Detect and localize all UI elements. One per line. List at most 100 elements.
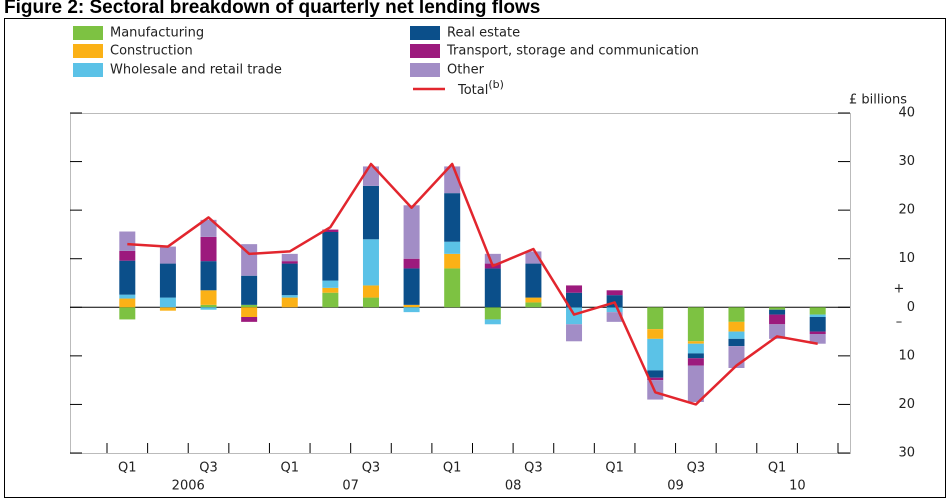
bar-segment	[647, 307, 664, 330]
legend-swatch	[410, 44, 440, 58]
legend-swatch	[73, 26, 103, 40]
legend-label: Transport, storage and communication	[446, 44, 699, 59]
bar-segment	[444, 241, 461, 254]
bar-segment	[281, 297, 298, 308]
total-line	[127, 162, 818, 406]
bar-segment	[728, 331, 745, 339]
bar-segment	[728, 338, 745, 347]
x-tick-label: Q3	[199, 461, 218, 476]
bar-segment	[728, 321, 745, 332]
chart-title: Figure 2: Sectoral breakdown of quarterl…	[4, 0, 540, 18]
bar-segment	[119, 260, 136, 295]
bar-segment	[200, 219, 217, 237]
bar-segment	[159, 263, 176, 298]
y-tick-label: 30	[898, 446, 915, 461]
legend-label: Wholesale and retail trade	[110, 63, 282, 78]
bar-segment	[484, 307, 501, 320]
bar-segment	[444, 193, 461, 242]
year-label: 07	[342, 479, 359, 494]
bar-segment	[484, 319, 501, 325]
bar-segment	[241, 307, 258, 317]
x-tick-label: Q1	[443, 461, 462, 476]
bar-segment	[322, 232, 339, 281]
bar-segment	[444, 268, 461, 308]
y-tick-label: 10	[898, 348, 915, 363]
bar-segment	[647, 329, 664, 339]
bar-segment	[241, 275, 258, 305]
bar-segment	[687, 343, 704, 354]
bar-segment	[809, 331, 826, 334]
bar-segment	[647, 377, 664, 381]
legend-total-name: Total	[457, 83, 488, 98]
bar-segment	[241, 304, 258, 308]
bar-segment	[159, 297, 176, 308]
legend-label: Manufacturing	[110, 26, 204, 41]
bar-segment	[566, 292, 583, 308]
bar-segment	[119, 294, 136, 299]
x-tick-label: Q3	[362, 461, 381, 476]
bar-segment	[200, 307, 217, 310]
bar-segment	[362, 285, 379, 298]
bar-segment	[119, 250, 136, 261]
bar-segment	[362, 185, 379, 240]
x-tick-label: Q1	[118, 461, 137, 476]
x-tick-label: Q3	[524, 461, 543, 476]
legend-label: Real estate	[447, 26, 520, 41]
bar-segment	[809, 334, 826, 344]
legend-label: Total(b)	[457, 78, 504, 98]
bar-segment	[728, 307, 745, 322]
bar-segment	[769, 309, 786, 315]
x-tick-label: Q3	[687, 461, 706, 476]
bar-segment	[606, 290, 623, 296]
plot-area	[70, 113, 851, 454]
y-tick-label: 0	[907, 300, 915, 315]
year-label: 10	[789, 479, 806, 494]
bar-segment	[403, 304, 420, 308]
bar-segment	[159, 307, 176, 311]
bar-segment	[484, 268, 501, 308]
legend-label: Construction	[110, 44, 193, 59]
bar-segment	[200, 261, 217, 291]
year-label: 08	[505, 479, 522, 494]
bar-segment	[809, 307, 826, 315]
bar-segment	[484, 253, 501, 264]
bar-segment	[241, 317, 258, 322]
positive-sign: +	[894, 282, 905, 297]
year-label: 2006	[172, 479, 205, 494]
bar-segment	[119, 298, 136, 308]
bar-segment	[566, 324, 583, 342]
bar-segment	[525, 297, 542, 303]
legend-swatch	[73, 63, 103, 77]
bar-segment	[769, 314, 786, 325]
bar-segment	[322, 229, 339, 232]
bar-segment	[687, 353, 704, 359]
bar-segment	[281, 295, 298, 298]
y-tick-label: 10	[898, 251, 915, 266]
bar-segment	[444, 253, 461, 269]
bar-segment	[809, 314, 826, 317]
bar-segment	[769, 324, 786, 339]
y-tick-label: 40	[898, 106, 915, 121]
legend-swatch	[410, 26, 440, 40]
y-tick-label: 20	[898, 203, 915, 218]
bar-segment	[281, 263, 298, 296]
bar-segment	[606, 307, 623, 313]
bar-segment	[687, 358, 704, 366]
bar-segment	[200, 236, 217, 262]
bar-segment	[362, 239, 379, 286]
bar-segment	[403, 268, 420, 305]
bar-segment	[322, 280, 339, 288]
y-tick-label: 30	[898, 154, 915, 169]
bar-segment	[281, 253, 298, 262]
legend-swatch	[410, 63, 440, 77]
bar-segment	[525, 302, 542, 308]
bar-segment	[403, 205, 420, 259]
bar-segment	[200, 304, 217, 308]
bar-segment	[362, 297, 379, 308]
bar-segment	[119, 307, 136, 320]
legend-total-note: (b)	[488, 78, 504, 91]
y-unit: £ billions	[849, 93, 907, 108]
year-label: 09	[667, 479, 684, 494]
x-tick-label: Q1	[280, 461, 299, 476]
